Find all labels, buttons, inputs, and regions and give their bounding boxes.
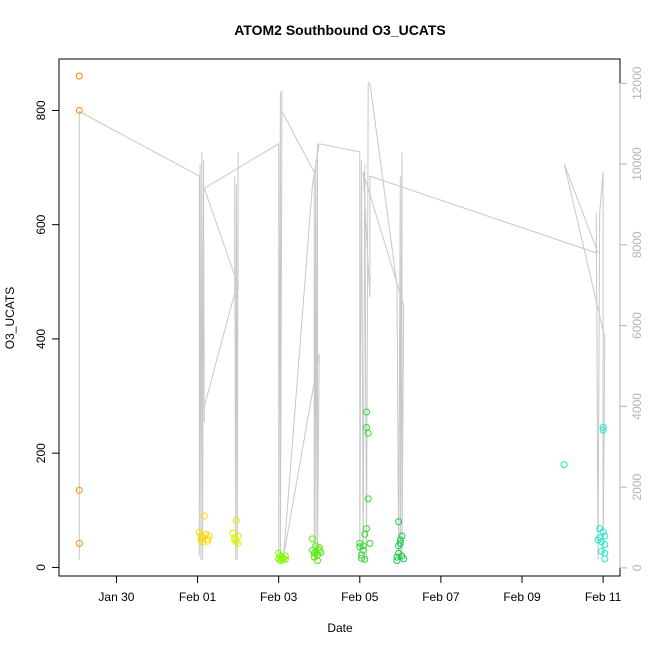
data-point bbox=[398, 532, 406, 540]
y2-tick-label: 2000 bbox=[630, 473, 644, 500]
chart-title: ATOM2 Southbound O3_UCATS bbox=[234, 22, 446, 38]
x-tick-label: Feb 01 bbox=[179, 590, 217, 604]
data-point bbox=[314, 557, 321, 565]
y-axis: 0 200 400 600 800 bbox=[34, 100, 60, 571]
data-point bbox=[199, 538, 207, 546]
x-axis: Jan 30 Feb 01 Feb 03 Feb 05 Feb 07 Feb 09 Feb … bbox=[98, 575, 622, 604]
data-point bbox=[601, 555, 609, 563]
x-tick-label: Jan 30 bbox=[98, 590, 134, 604]
data-point bbox=[312, 547, 320, 555]
y2-axis: 0 2000 4000 6000 8000 10000 12000 bbox=[619, 66, 644, 571]
data-point bbox=[393, 557, 401, 565]
data-point bbox=[281, 552, 289, 560]
plot-frame bbox=[58, 58, 621, 577]
x-tick-label: Feb 05 bbox=[341, 590, 379, 604]
data-point bbox=[601, 541, 609, 549]
data-point bbox=[599, 528, 607, 536]
data-point bbox=[364, 495, 372, 503]
data-point bbox=[317, 549, 325, 557]
data-point bbox=[234, 532, 242, 540]
data-point bbox=[393, 553, 401, 561]
data-point bbox=[234, 539, 242, 547]
data-point bbox=[359, 542, 367, 550]
x-tick-label: Feb 09 bbox=[503, 590, 541, 604]
y-tick-label: 600 bbox=[34, 214, 48, 234]
data-point bbox=[75, 486, 83, 494]
data-point bbox=[281, 555, 289, 563]
data-point bbox=[309, 535, 316, 543]
data-point bbox=[597, 547, 605, 555]
x-tick-label: Feb 03 bbox=[260, 590, 298, 604]
data-point bbox=[601, 549, 609, 557]
data-point bbox=[395, 518, 403, 526]
y-tick-label: 0 bbox=[34, 564, 48, 571]
y2-tick-label: 6000 bbox=[630, 312, 644, 339]
data-point bbox=[363, 525, 370, 533]
data-point bbox=[400, 555, 408, 563]
data-point bbox=[232, 517, 240, 525]
data-point bbox=[75, 539, 83, 547]
y2-tick-label: 8000 bbox=[630, 231, 644, 258]
altitude-line bbox=[78, 82, 606, 560]
data-point bbox=[366, 539, 374, 547]
data-point bbox=[358, 554, 365, 562]
data-point bbox=[599, 426, 607, 434]
y2-tick-label: 10000 bbox=[630, 147, 644, 181]
y-tick-label: 800 bbox=[34, 100, 48, 120]
y-tick-label: 400 bbox=[34, 329, 48, 349]
data-point bbox=[601, 532, 609, 540]
data-point bbox=[358, 551, 365, 559]
data-point bbox=[396, 536, 404, 544]
data-point bbox=[364, 429, 372, 437]
y2-tick-label: 4000 bbox=[630, 393, 644, 420]
y-axis-label: O3_UCATS bbox=[3, 287, 17, 349]
x-axis-label: Date bbox=[327, 621, 353, 635]
data-point bbox=[205, 532, 213, 540]
data-point bbox=[231, 534, 239, 542]
data-point bbox=[599, 424, 607, 431]
data-point bbox=[195, 528, 203, 536]
data-point bbox=[200, 512, 208, 520]
data-point bbox=[202, 530, 210, 538]
x-tick-label: Feb 07 bbox=[422, 590, 460, 604]
data-points bbox=[75, 72, 609, 565]
data-point bbox=[75, 106, 83, 114]
data-point bbox=[363, 408, 370, 416]
y2-tick-label: 0 bbox=[630, 564, 644, 571]
data-point bbox=[361, 555, 369, 563]
y2-tick-label: 12000 bbox=[630, 66, 644, 100]
x-tick-label: Feb 11 bbox=[585, 590, 622, 604]
data-point bbox=[560, 461, 568, 469]
data-point bbox=[359, 546, 367, 554]
data-point bbox=[75, 72, 83, 80]
data-point bbox=[396, 539, 404, 547]
plot-area bbox=[75, 72, 609, 565]
y-tick-label: 200 bbox=[34, 443, 48, 463]
